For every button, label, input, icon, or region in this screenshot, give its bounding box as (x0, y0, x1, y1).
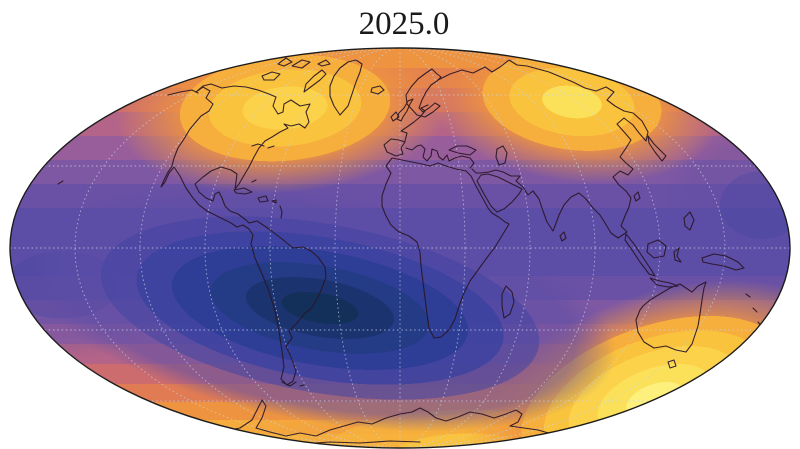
sumatra-coast (624, 233, 656, 277)
arctic-islands (277, 57, 331, 69)
victoria-island (261, 71, 281, 81)
cuba-coast (233, 187, 253, 195)
java-coast (649, 277, 679, 288)
aleutians-coast (167, 89, 199, 96)
france-northsea-coast (400, 104, 429, 142)
antarctica-inner-coast (299, 440, 421, 445)
iberia-coast (383, 138, 406, 157)
japan-coast (647, 135, 667, 162)
meridian-120 (139, 48, 661, 448)
australia-coast (635, 281, 707, 353)
hispaniola-coast (257, 195, 277, 204)
madagascar-coast (501, 285, 515, 319)
iceland-coast (370, 85, 385, 95)
sulawesi-coast (673, 247, 682, 263)
philippines-coast (683, 211, 695, 231)
africa-coast (381, 157, 510, 339)
british-isles-coast (390, 98, 414, 122)
sri-lanka-island (559, 231, 567, 242)
mediterranean-north-coast (405, 144, 475, 169)
meridian-30 (334, 48, 466, 448)
taiwan-island (633, 191, 641, 202)
meridian-60 (269, 48, 531, 448)
americas-coast (160, 83, 327, 386)
borneo-coast (646, 239, 667, 259)
antilles-islands (251, 179, 283, 219)
map-boundary (9, 47, 791, 449)
tierra-del-fuego (281, 381, 305, 387)
greenland-coast (329, 59, 363, 116)
baffin-island (303, 69, 327, 93)
asia-coast (437, 59, 649, 239)
map-title: 2025.0 (359, 6, 450, 42)
meridian-90 (204, 48, 596, 448)
great-lakes (251, 143, 275, 149)
caspian-sea-coast (495, 145, 508, 166)
new-guinea-coast (701, 253, 745, 271)
arabia-coast (476, 173, 523, 213)
black-sea-coast (448, 145, 477, 156)
meridian-150 (74, 48, 726, 448)
hawaii-island (57, 180, 64, 185)
tasmania-island (667, 359, 677, 369)
scandinavia-coast (405, 68, 442, 118)
